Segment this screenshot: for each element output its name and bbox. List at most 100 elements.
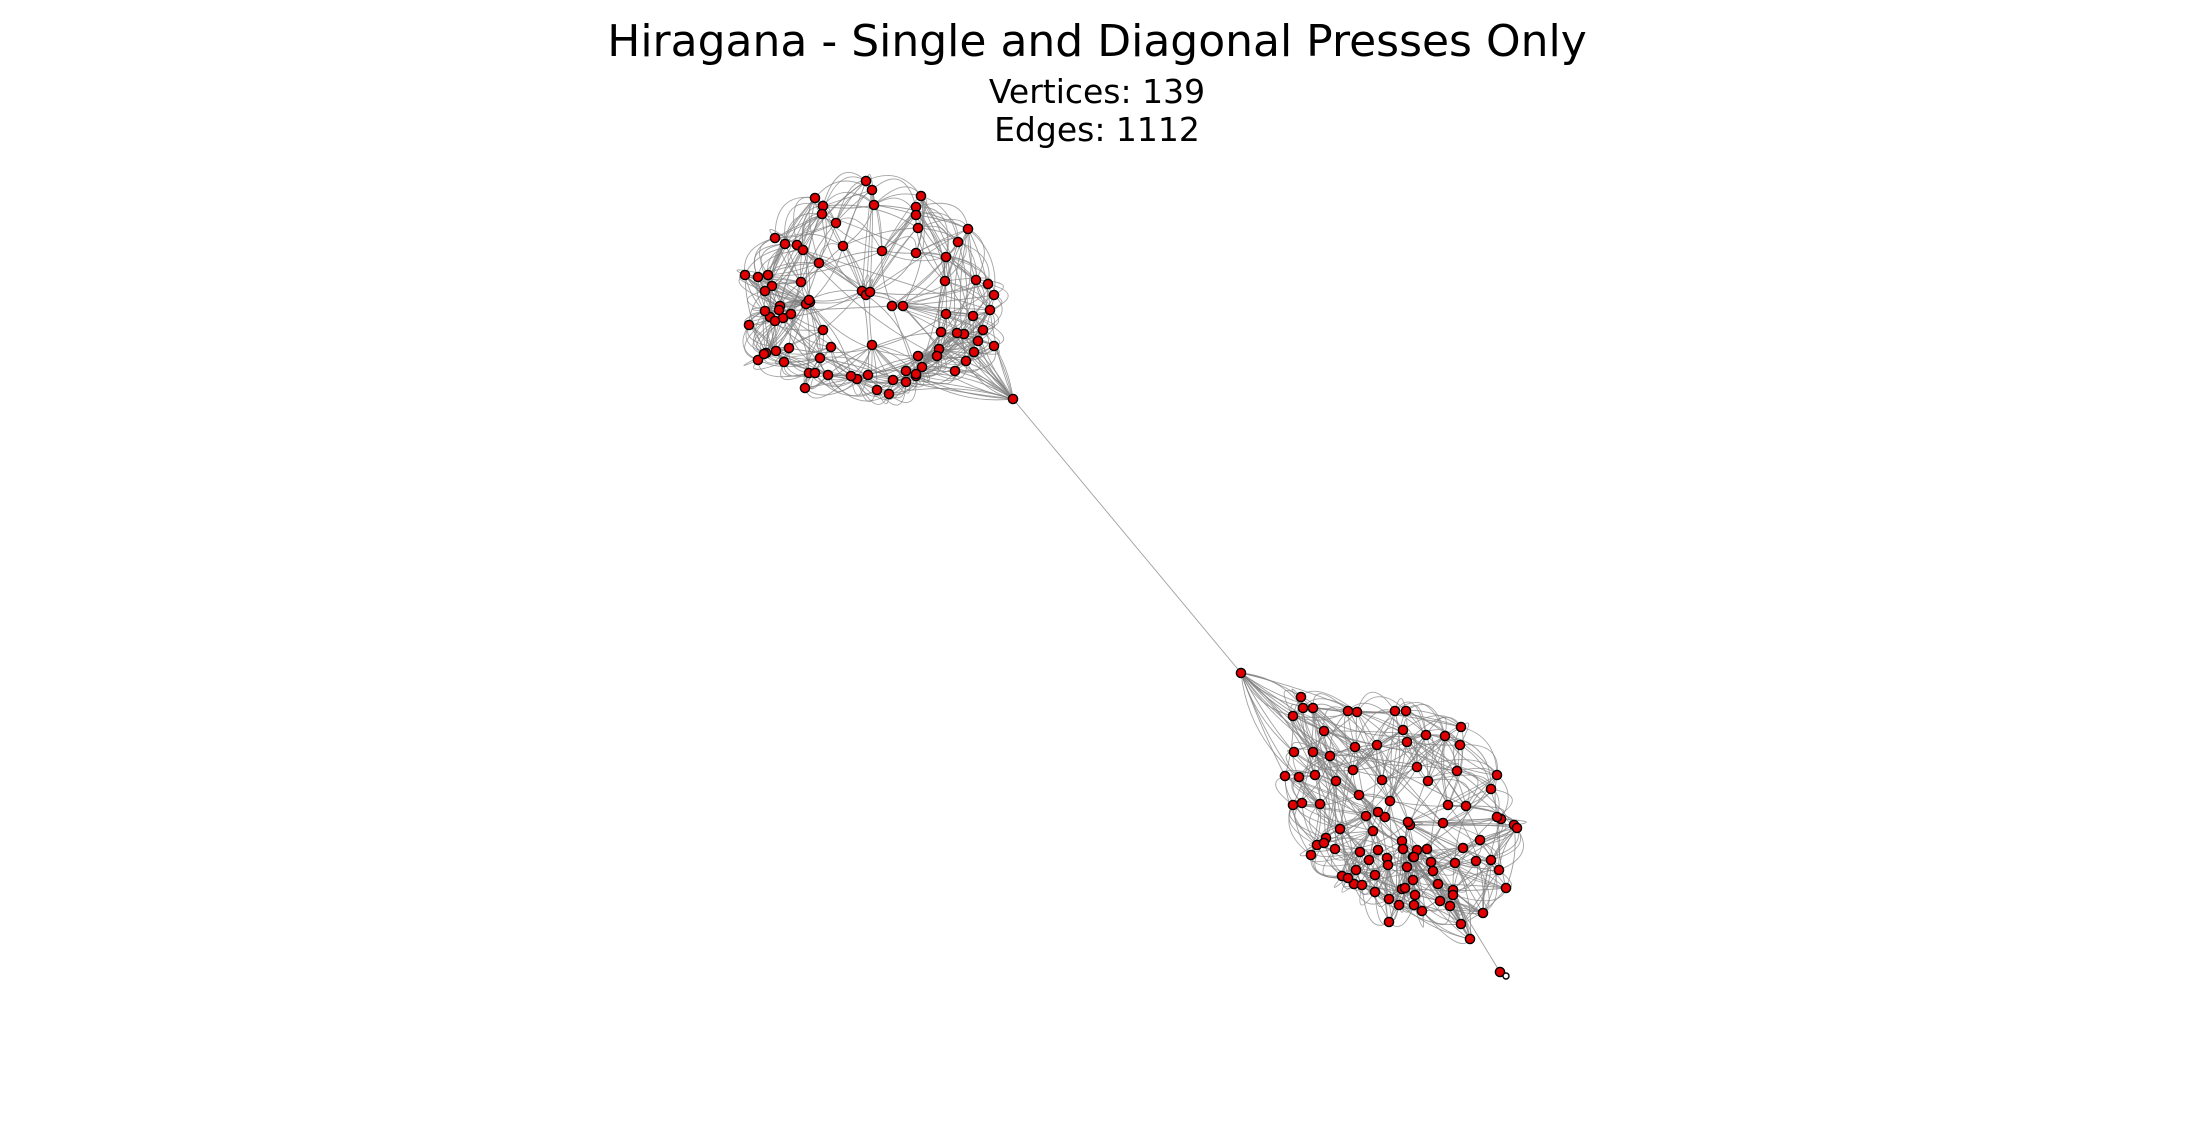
graph-node xyxy=(1439,730,1451,742)
graph-node xyxy=(1318,725,1330,737)
graph-node xyxy=(1330,775,1342,787)
graph-node xyxy=(915,190,927,202)
graph-node xyxy=(816,208,828,220)
graph-edge xyxy=(1356,711,1391,802)
graph-edge xyxy=(1394,710,1467,807)
graph-node xyxy=(1447,889,1459,901)
graph-node xyxy=(1397,843,1409,855)
graph-node xyxy=(1502,972,1510,980)
graph-node xyxy=(1369,869,1381,881)
graph-node xyxy=(779,238,791,250)
graph-node xyxy=(1360,810,1372,822)
graph-edge xyxy=(1376,744,1458,772)
graph-edge xyxy=(871,178,917,208)
graph-edge xyxy=(802,249,991,311)
graph-node xyxy=(1427,865,1439,877)
graph-edge xyxy=(881,214,917,252)
bridge-node xyxy=(1007,393,1019,405)
graph-node xyxy=(1402,816,1414,828)
graph-node xyxy=(743,319,755,331)
figure-title: Hiragana - Single and Diagonal Presses O… xyxy=(607,16,1587,67)
graph-node xyxy=(916,361,928,373)
graph-edge xyxy=(1482,827,1518,914)
graph-edge xyxy=(805,303,852,377)
graph-edge xyxy=(967,228,991,311)
graph-node xyxy=(1296,797,1308,809)
graph-edge xyxy=(1384,816,1456,864)
graph-node xyxy=(1305,849,1317,861)
graph-node xyxy=(759,285,771,297)
graph-node xyxy=(1464,933,1476,945)
graph-node xyxy=(1511,822,1523,834)
graph-edge xyxy=(954,370,1014,400)
graph-node xyxy=(1407,874,1419,886)
graph-node xyxy=(876,245,888,257)
graph-node xyxy=(1491,811,1503,823)
graph-node xyxy=(759,305,771,317)
graph-edge xyxy=(957,241,968,335)
graph-edge xyxy=(1416,759,1498,776)
graph-node xyxy=(912,222,924,234)
graph-edge xyxy=(1398,904,1462,925)
graph-node xyxy=(1399,882,1411,894)
graph-edge xyxy=(1398,821,1415,906)
graph-edge xyxy=(940,331,1014,400)
graph-edge xyxy=(1240,672,1378,746)
graph-node xyxy=(972,335,984,347)
graph-node xyxy=(1460,800,1472,812)
graph-node xyxy=(1324,750,1336,762)
graph-edge xyxy=(1376,744,1444,824)
nodes-layer xyxy=(739,175,1523,980)
graph-node xyxy=(773,304,785,316)
graph-node xyxy=(1307,746,1319,758)
graph-node xyxy=(1425,856,1437,868)
graph-node xyxy=(814,352,826,364)
graph-node xyxy=(1416,905,1428,917)
graph-edge xyxy=(1407,774,1498,823)
graph-node xyxy=(1485,854,1497,866)
graph-node xyxy=(1434,895,1446,907)
graph-node xyxy=(1367,825,1379,837)
graph-node xyxy=(1363,854,1375,866)
graph-node xyxy=(967,310,979,322)
graph-node xyxy=(1421,843,1433,855)
graph-node xyxy=(940,308,952,320)
graph-node xyxy=(830,217,842,229)
graph-node xyxy=(778,356,790,368)
graph-node xyxy=(1500,882,1512,894)
graph-edge xyxy=(1240,672,1418,768)
graph-node xyxy=(886,300,898,312)
graph-node xyxy=(988,289,1000,301)
graph-node xyxy=(1314,798,1326,810)
graph-edge xyxy=(1389,710,1401,802)
graph-edge xyxy=(892,370,910,394)
graph-node xyxy=(1287,710,1299,722)
vertices-count: Vertices: 139 xyxy=(988,72,1206,111)
graph-node xyxy=(970,274,982,286)
graph-edge xyxy=(1394,701,1427,736)
graph-node xyxy=(939,275,951,287)
graph-node xyxy=(1455,918,1467,930)
graph-edge xyxy=(1389,766,1418,802)
graph-edge xyxy=(1012,398,1242,674)
graph-edge xyxy=(842,180,867,247)
graph-edge xyxy=(805,213,823,303)
graph-node xyxy=(1342,872,1354,884)
graph-node xyxy=(1432,878,1444,890)
graph-node xyxy=(1295,691,1307,703)
graph-edge xyxy=(814,180,873,199)
graph-node xyxy=(1494,966,1506,978)
graph-edge xyxy=(1402,715,1462,731)
graph-node xyxy=(862,369,874,381)
graph-node xyxy=(1384,795,1396,807)
graph-edge xyxy=(814,197,863,292)
graph-edge xyxy=(1389,766,1418,802)
graph-edge xyxy=(1240,672,1492,790)
graph-node xyxy=(809,367,821,379)
graph-node xyxy=(982,278,994,290)
graph-node xyxy=(935,326,947,338)
graph-node xyxy=(1288,746,1300,758)
graph-edge xyxy=(1240,672,1507,889)
graph-node xyxy=(931,350,943,362)
